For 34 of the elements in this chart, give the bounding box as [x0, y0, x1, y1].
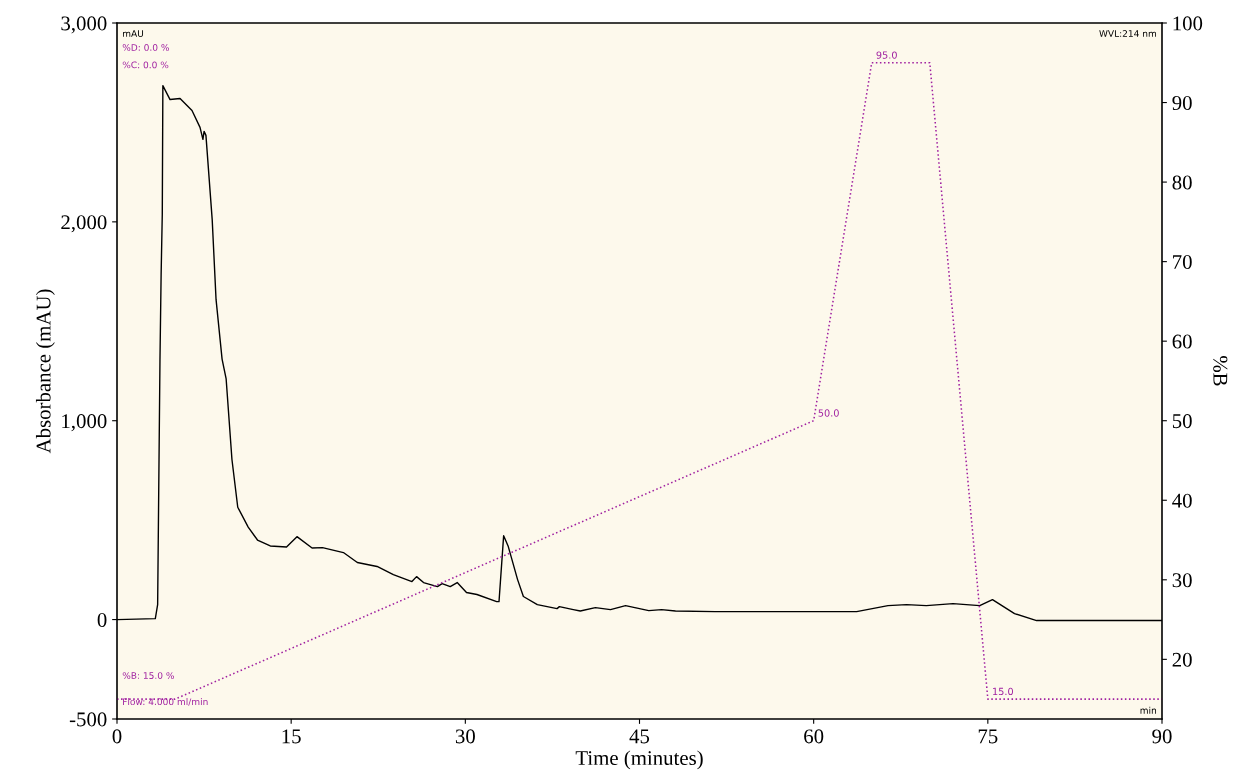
y2-tick-label: 40: [1172, 493, 1192, 508]
y-axis-title: Absorbance (mAU): [35, 289, 55, 454]
x-tick-label: 15: [282, 729, 301, 744]
y2-tick-label: 20: [1172, 652, 1192, 667]
annotation: %C: 0.0 %: [122, 61, 169, 69]
data-label: 95.0: [876, 51, 897, 59]
x-tick-label: 75: [978, 729, 998, 744]
y-tick-label: 3,000: [61, 16, 107, 34]
x-axis-title: Time (minutes): [575, 750, 703, 770]
y2-tick-label: 30: [1172, 573, 1192, 588]
annotation: %D: 0.0 %: [122, 44, 169, 51]
y2-tick-label: 60: [1172, 334, 1192, 349]
data-label: 15.0: [993, 687, 1013, 696]
annotation: mAU: [123, 30, 144, 37]
x-tick-label: 45: [629, 729, 650, 744]
y2-tick-label: 50: [1172, 414, 1192, 429]
y2-axis-title: %B: [1213, 356, 1228, 386]
y2-tick-label: 70: [1173, 255, 1192, 270]
y2-tick-label: 80: [1172, 175, 1192, 190]
annotation: Flow: 4.000 ml/min: [123, 698, 208, 706]
y-tick-label: 1,000: [62, 414, 107, 432]
y-tick-label: -500: [69, 712, 107, 727]
y-tick-label: 0: [97, 612, 107, 627]
y2-tick-label: 100: [1173, 16, 1203, 31]
y-tick-label: 2,000: [61, 215, 107, 233]
annotation: %B: 15.0 %: [122, 672, 174, 679]
x-tick-label: 30: [455, 729, 475, 744]
x-tick-label: 0: [112, 729, 122, 744]
annotation: min: [1140, 706, 1157, 714]
x-tick-label: 90: [1152, 729, 1172, 744]
x-tick-label: 60: [804, 729, 824, 744]
annotation: WVL:214 nm: [1099, 30, 1157, 37]
y2-tick-label: 90: [1172, 95, 1192, 110]
data-label: 50.0: [818, 409, 839, 417]
